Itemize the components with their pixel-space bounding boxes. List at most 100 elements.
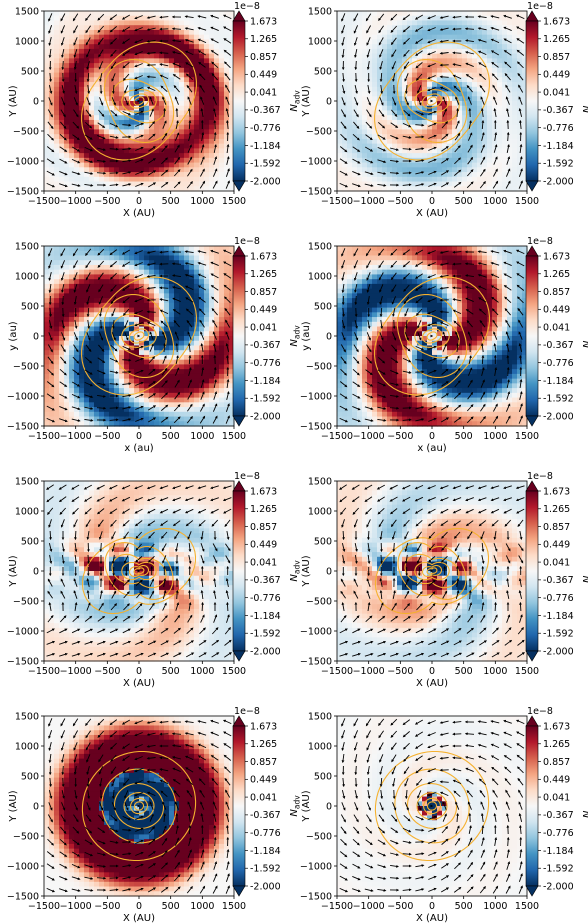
heatmap-cell (392, 172, 398, 178)
heatmap-cell (507, 167, 513, 173)
heatmap-cell (204, 105, 210, 112)
heatmap-cell (357, 86, 363, 93)
heatmap-cell (79, 298, 85, 304)
heatmap-cell (512, 181, 518, 187)
heatmap-cell (462, 11, 468, 17)
heatmap-cell (119, 162, 125, 168)
heatmap-cell (79, 388, 85, 394)
heatmap-cell (477, 25, 483, 31)
heatmap-cell (219, 293, 225, 299)
heatmap-cell (44, 383, 50, 389)
heatmap-cell (482, 82, 488, 88)
velocity-arrow (73, 109, 79, 118)
heatmap-cell (502, 134, 508, 140)
heatmap-cell (204, 101, 210, 107)
heatmap-cell (44, 20, 50, 26)
heatmap-cell (179, 369, 185, 375)
velocity-arrow (353, 25, 359, 34)
velocity-arrow (109, 14, 118, 21)
velocity-arrow (148, 158, 156, 164)
heatmap-cell (119, 260, 125, 266)
heatmap-cell (149, 264, 155, 271)
heatmap-cell (124, 373, 130, 380)
heatmap-cell (59, 101, 65, 107)
heatmap-cell (214, 317, 220, 323)
heatmap-cell (129, 172, 135, 178)
heatmap-cell (422, 34, 428, 41)
heatmap-cell (59, 72, 65, 78)
heatmap-cell (84, 350, 90, 356)
heatmap-cell (452, 96, 458, 102)
heatmap-cell (347, 11, 353, 17)
heatmap-cell (144, 167, 150, 173)
heatmap-cell (44, 359, 50, 366)
heatmap-cell (507, 172, 513, 178)
heatmap-cell (229, 72, 235, 78)
heatmap-cell (209, 167, 215, 173)
velocity-arrows (46, 13, 232, 189)
heatmap-cell (397, 29, 403, 36)
heatmap-cell (502, 115, 508, 121)
heatmap-cell (427, 162, 433, 168)
heatmap-cell (497, 91, 503, 97)
heatmap-cell (119, 279, 125, 285)
heatmap-cell (179, 157, 185, 164)
heatmap-cell (134, 397, 140, 403)
heatmap-cell (104, 411, 110, 418)
velocity-arrow (172, 74, 181, 80)
heatmap-cell (184, 67, 190, 74)
heatmap-cell (472, 143, 478, 149)
heatmap-cell (164, 260, 170, 266)
heatmap-cell (412, 176, 418, 183)
heatmap-cell (194, 172, 200, 178)
heatmap-cell (109, 402, 115, 408)
heatmap-cell (452, 63, 458, 69)
heatmap-cell (204, 373, 210, 380)
heatmap-cell (387, 48, 393, 55)
heatmap-cell (357, 77, 363, 83)
velocity-arrow (366, 49, 371, 58)
velocity-arrow (71, 146, 81, 152)
heatmap-cell (144, 115, 150, 121)
heatmap-cell (209, 124, 215, 131)
heatmap-cell (54, 402, 60, 408)
heatmap-cell (74, 176, 80, 183)
heatmap-cell (214, 25, 220, 31)
heatmap-cell (387, 72, 393, 78)
heatmap-cell (372, 148, 378, 154)
heatmap-cell (54, 11, 60, 17)
heatmap-cell (199, 350, 205, 356)
heatmap-cell (124, 186, 130, 192)
heatmap-cell (477, 119, 483, 126)
heatmap-cell (472, 53, 478, 59)
heatmap-cell (119, 53, 125, 59)
heatmap-cell (362, 48, 368, 55)
heatmap-cell (347, 77, 353, 83)
heatmap-cell (367, 138, 373, 145)
heatmap-cell (89, 326, 95, 332)
heatmap-cell (497, 119, 503, 126)
heatmap-cell (184, 269, 190, 276)
heatmap-cell (109, 129, 115, 135)
heatmap-cell (139, 63, 145, 69)
heatmap-cell (447, 157, 453, 164)
heatmap-cell (79, 39, 85, 45)
heatmap-cell (159, 11, 165, 17)
heatmap-cell (154, 279, 160, 285)
heatmap-cell (199, 39, 205, 45)
heatmap-cell (79, 279, 85, 285)
heatmap-cell (367, 167, 373, 173)
heatmap-cell (219, 340, 225, 347)
heatmap-cell (507, 63, 513, 69)
heatmap-cell (169, 302, 175, 309)
heatmap-cell (194, 279, 200, 285)
velocity-arrow (466, 169, 474, 177)
heatmap-cell (189, 279, 195, 285)
heatmap-cell (402, 67, 408, 74)
heatmap-cell (184, 134, 190, 140)
heatmap-cell (174, 82, 180, 88)
heatmap-cell (432, 129, 438, 135)
heatmap-cell (422, 176, 428, 183)
heatmap-cell (64, 373, 70, 380)
heatmap-cell (64, 354, 70, 361)
